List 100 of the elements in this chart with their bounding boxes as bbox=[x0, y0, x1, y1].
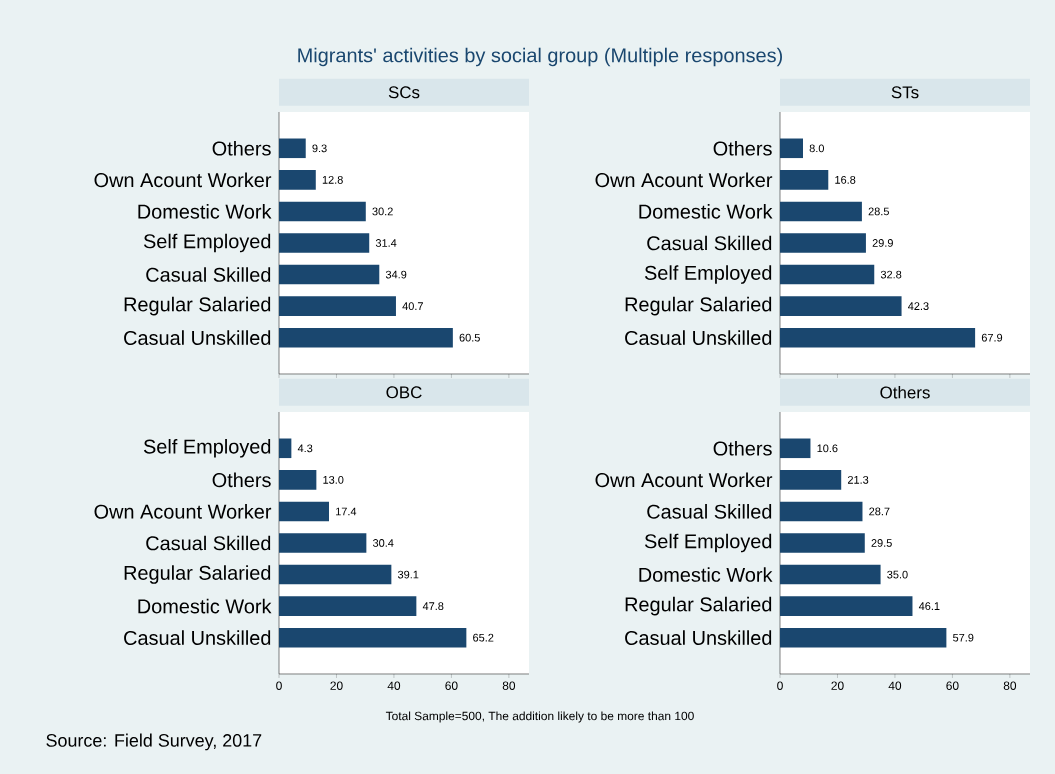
y-tick-label: Regular Salaried bbox=[625, 596, 772, 616]
y-tick-label: Casual Unskilled bbox=[625, 630, 772, 645]
data-label: 65.2 bbox=[473, 633, 494, 642]
data-label: 29.9 bbox=[872, 239, 893, 247]
data-label: 35.0 bbox=[887, 570, 908, 579]
bar bbox=[279, 138, 306, 159]
x-tick-label: 40 bbox=[888, 681, 902, 690]
y-tick-label: Casual Skilled bbox=[146, 535, 271, 551]
bar bbox=[780, 296, 902, 316]
x-tick-label: 80 bbox=[1003, 681, 1017, 690]
data-label: 30.4 bbox=[372, 539, 394, 547]
y-tick-label: Self Employed bbox=[644, 533, 772, 553]
x-tick-label: 0 bbox=[276, 681, 282, 690]
bar bbox=[279, 627, 467, 648]
data-label: 29.5 bbox=[871, 539, 892, 547]
x-tick-label: 80 bbox=[502, 681, 516, 690]
x-tick-label: 0 bbox=[777, 681, 783, 690]
bar bbox=[780, 627, 947, 648]
data-label: 30.2 bbox=[372, 207, 393, 216]
y-tick-label: Others bbox=[212, 472, 271, 488]
bar bbox=[279, 264, 380, 285]
text: Migrants' activities by social group (Multiple responses) bbox=[298, 47, 782, 67]
y-tick-label: Own Acount Worker bbox=[94, 504, 272, 519]
data-label: 34.9 bbox=[385, 270, 407, 279]
bar bbox=[279, 327, 453, 348]
y-tick-label: Others bbox=[713, 140, 772, 156]
bar bbox=[279, 170, 316, 190]
data-label: 60.5 bbox=[459, 333, 480, 342]
y-tick-label: Regular Salaried bbox=[124, 565, 271, 584]
y-tick-label: Self Employed bbox=[644, 265, 772, 284]
bar bbox=[780, 470, 842, 490]
data-label: 46.1 bbox=[918, 602, 940, 610]
bar bbox=[279, 470, 317, 490]
x-tick-label: 40 bbox=[387, 681, 401, 690]
source-note: Source: Field Survey, 2017 bbox=[46, 733, 262, 751]
bar bbox=[279, 501, 330, 522]
y-tick-label: Own Acount Worker bbox=[595, 472, 773, 488]
chart-title: STs bbox=[891, 86, 919, 99]
y-tick-label: Self Employed bbox=[143, 233, 271, 253]
bar bbox=[279, 596, 417, 616]
bar bbox=[780, 438, 811, 459]
y-tick-label: Domestic Work bbox=[138, 598, 272, 614]
data-label: 42.3 bbox=[908, 302, 929, 310]
data-label: 28.7 bbox=[869, 507, 890, 516]
y-tick-label: Casual Skilled bbox=[647, 235, 772, 251]
y-tick-label: Casual Skilled bbox=[647, 504, 772, 519]
bar bbox=[780, 327, 976, 348]
bar bbox=[279, 438, 292, 459]
bar bbox=[780, 233, 866, 253]
data-label: 9.3 bbox=[312, 144, 327, 153]
y-tick-label: Others bbox=[212, 140, 271, 156]
x-tick-label: 60 bbox=[946, 681, 959, 690]
bar bbox=[780, 501, 863, 522]
bar bbox=[279, 201, 366, 222]
y-tick-label: Regular Salaried bbox=[124, 296, 271, 316]
x-tick-label: 20 bbox=[330, 681, 343, 690]
data-label: 21.3 bbox=[847, 475, 869, 484]
y-tick-label: Domestic Work bbox=[639, 204, 773, 219]
bar bbox=[780, 138, 803, 159]
y-tick-label: Casual Unskilled bbox=[625, 330, 772, 345]
bar bbox=[279, 564, 392, 585]
chart-title: OBC bbox=[386, 386, 422, 399]
data-label: 17.4 bbox=[336, 507, 357, 516]
bar bbox=[780, 170, 829, 190]
data-label: 57.9 bbox=[953, 633, 974, 642]
data-label: 8.0 bbox=[809, 144, 824, 153]
bar bbox=[279, 533, 367, 553]
y-tick-label: Own Acount Worker bbox=[595, 172, 773, 188]
y-tick-label: Others bbox=[713, 440, 772, 456]
bar bbox=[780, 564, 881, 585]
data-label: 13.0 bbox=[323, 475, 344, 484]
y-tick-label: Domestic Work bbox=[138, 204, 272, 219]
y-tick-label: Casual Unskilled bbox=[124, 630, 271, 645]
data-label: 12.8 bbox=[322, 175, 343, 184]
x-tick-label: 60 bbox=[445, 681, 458, 690]
data-label: 67.9 bbox=[981, 333, 1003, 342]
bar bbox=[780, 533, 865, 553]
bar bbox=[279, 296, 396, 316]
x-tick-label: 20 bbox=[831, 681, 844, 690]
y-tick-label: Regular Salaried bbox=[625, 296, 772, 316]
y-tick-label: Casual Unskilled bbox=[124, 330, 271, 345]
data-label: 31.4 bbox=[375, 239, 397, 247]
y-tick-label: Own Acount Worker bbox=[94, 172, 272, 188]
bar bbox=[780, 596, 913, 616]
data-label: 47.8 bbox=[422, 602, 444, 610]
bar bbox=[279, 233, 370, 253]
data-label: 39.1 bbox=[397, 570, 419, 579]
bar bbox=[780, 264, 875, 285]
chart-title: SCs bbox=[388, 86, 420, 99]
bar bbox=[780, 201, 862, 222]
y-tick-label: Domestic Work bbox=[639, 567, 773, 582]
y-tick-label: Self Employed bbox=[143, 439, 271, 458]
data-label: 4.3 bbox=[297, 444, 313, 453]
data-label: 28.5 bbox=[868, 207, 889, 216]
data-label: 40.7 bbox=[402, 302, 423, 310]
y-tick-label: Casual Skilled bbox=[146, 267, 271, 282]
data-label: 32.8 bbox=[880, 270, 902, 279]
text: Total Sample=500, The addition likely to be more than 100 bbox=[385, 711, 694, 723]
data-label: 10.6 bbox=[817, 444, 838, 453]
data-label: 16.8 bbox=[835, 175, 856, 184]
